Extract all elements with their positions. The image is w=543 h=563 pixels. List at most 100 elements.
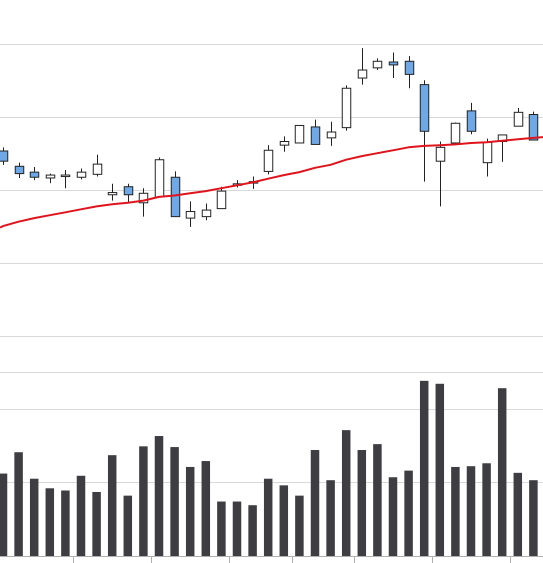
volume-bar [279, 485, 289, 556]
candle-body [513, 111, 524, 127]
price-gridlines [0, 44, 543, 337]
volume-bar [529, 480, 538, 556]
volume-bar [76, 475, 86, 556]
volume-bar [466, 466, 476, 556]
candle-up [60, 169, 71, 189]
candle-up [216, 186, 227, 210]
volume-bar [185, 466, 195, 556]
volume-bar [373, 444, 382, 556]
candle-body [341, 87, 352, 129]
candle-up [107, 183, 118, 201]
candle-down [310, 119, 321, 145]
candle-up [279, 136, 290, 152]
volume-bar [61, 490, 70, 556]
candle-body [0, 150, 9, 162]
volume-bar [45, 488, 55, 556]
candle-body [372, 60, 383, 69]
candle-up [341, 85, 352, 131]
volume-bar [451, 466, 460, 556]
volume-bar [482, 463, 491, 556]
candle-body [357, 69, 368, 79]
candle-body [450, 122, 461, 144]
candle-down [14, 162, 25, 178]
candle-down [528, 111, 539, 141]
candle-down [404, 56, 415, 89]
volume-bar [263, 478, 273, 556]
volume-bar [29, 478, 39, 556]
volume-bar [14, 452, 23, 556]
candle-up [45, 173, 56, 184]
candle-up [435, 141, 446, 207]
candle-body [279, 141, 290, 146]
volume-bar [154, 436, 164, 556]
candle-body [528, 114, 539, 141]
candle-up [263, 145, 274, 175]
candle-body [154, 159, 165, 198]
volume-bar [295, 495, 304, 556]
candle-up [76, 168, 87, 180]
candle-body [14, 165, 25, 175]
x-axis [0, 556, 543, 563]
candle-down [170, 171, 181, 218]
volume-bar [388, 477, 398, 556]
candle-body [76, 171, 87, 178]
candle-body [216, 190, 227, 210]
volume-bar [419, 380, 429, 556]
volume-bar [310, 450, 320, 556]
candle-body [185, 211, 196, 219]
candle-body [482, 141, 493, 164]
candle-up [154, 157, 165, 198]
candle-body [45, 174, 56, 179]
candle-up [482, 138, 493, 177]
volume-bar [357, 450, 367, 556]
volume-bar [0, 473, 8, 556]
candlesticks [0, 48, 539, 227]
candle-body [138, 192, 149, 204]
candle-body [466, 110, 477, 132]
candle-body [201, 209, 212, 218]
candle-up [357, 48, 368, 85]
candle-body [29, 171, 40, 178]
volume-bar [139, 446, 148, 556]
candle-up [326, 121, 337, 146]
candle-body [388, 61, 399, 66]
candle-body [294, 124, 305, 144]
volume-bar [497, 388, 507, 556]
candle-body [107, 192, 118, 196]
candle-up [513, 107, 524, 127]
volume-gridlines [0, 409, 543, 483]
candle-down [29, 167, 40, 181]
volume-bar [248, 505, 257, 556]
volume-bar [201, 461, 211, 556]
volume-bar [513, 472, 523, 556]
candle-up [372, 58, 383, 71]
volume-bar [92, 491, 101, 556]
volume-bars [0, 380, 538, 556]
candle-up [450, 122, 461, 144]
candle-body [419, 84, 430, 132]
candle-body [435, 146, 446, 162]
volume-bar [326, 480, 335, 556]
candle-body [326, 131, 337, 139]
candle-up [138, 188, 149, 217]
volume-bar [232, 501, 242, 556]
candle-up [201, 203, 212, 221]
candle-up [92, 154, 103, 177]
volume-bar [217, 501, 226, 556]
volume-bar [170, 447, 179, 556]
candle-down [0, 147, 9, 165]
candle-down [466, 102, 477, 135]
moving-average-line [0, 136, 543, 229]
candle-up [185, 201, 196, 227]
candle-down [419, 80, 430, 182]
candle-body [404, 60, 415, 75]
candle-body [60, 174, 71, 178]
candle-down [123, 183, 134, 203]
candle-up [294, 124, 305, 144]
volume-bar [404, 470, 413, 556]
candle-body [170, 176, 181, 218]
candle-body [263, 149, 274, 172]
candle-body [310, 126, 321, 145]
